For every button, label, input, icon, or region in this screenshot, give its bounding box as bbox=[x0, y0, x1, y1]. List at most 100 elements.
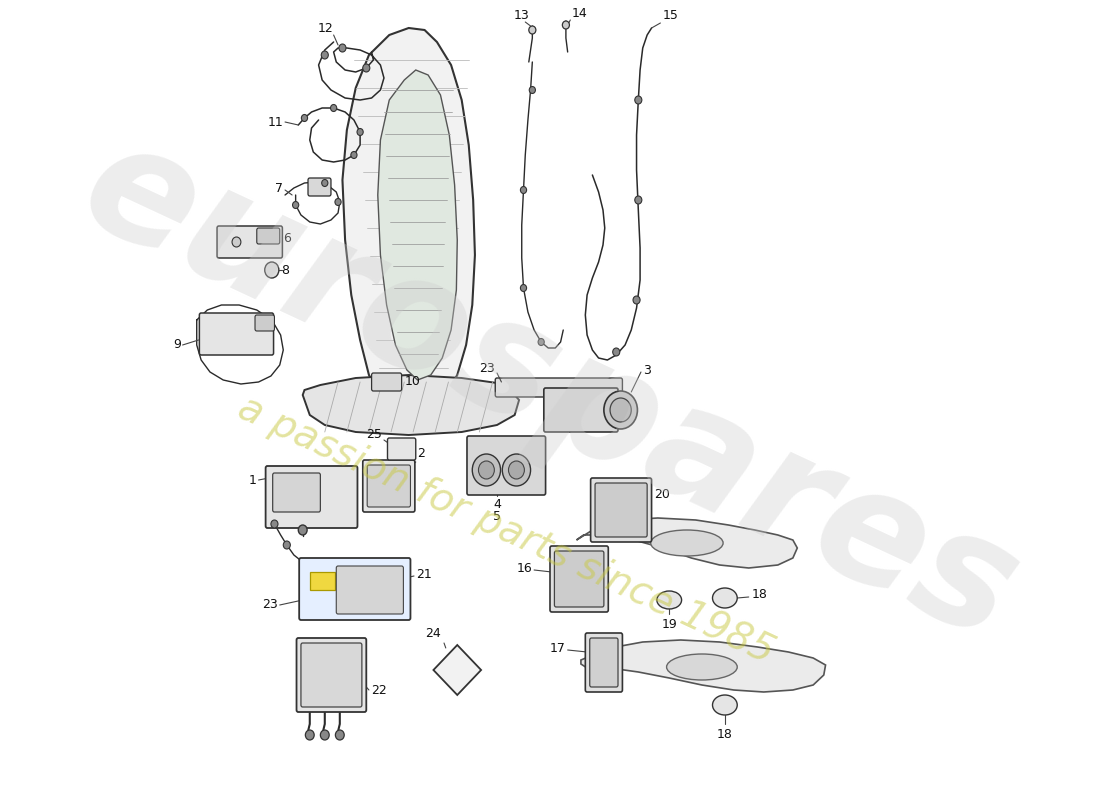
FancyBboxPatch shape bbox=[273, 473, 320, 512]
Text: 12: 12 bbox=[318, 22, 333, 35]
Ellipse shape bbox=[508, 461, 525, 479]
Text: 10: 10 bbox=[405, 375, 420, 388]
FancyBboxPatch shape bbox=[543, 388, 618, 432]
FancyBboxPatch shape bbox=[554, 551, 604, 607]
Circle shape bbox=[529, 86, 536, 94]
Circle shape bbox=[336, 730, 344, 740]
Circle shape bbox=[232, 237, 241, 247]
FancyBboxPatch shape bbox=[265, 466, 358, 528]
Text: 23: 23 bbox=[262, 598, 278, 611]
FancyBboxPatch shape bbox=[595, 483, 647, 537]
Circle shape bbox=[334, 198, 341, 206]
Text: 2: 2 bbox=[418, 447, 426, 460]
Text: 8: 8 bbox=[282, 263, 289, 277]
FancyBboxPatch shape bbox=[363, 460, 415, 512]
FancyBboxPatch shape bbox=[301, 643, 362, 707]
Circle shape bbox=[520, 285, 527, 291]
Ellipse shape bbox=[604, 391, 637, 429]
Polygon shape bbox=[342, 28, 475, 408]
Ellipse shape bbox=[503, 454, 530, 486]
Circle shape bbox=[562, 21, 570, 29]
FancyBboxPatch shape bbox=[255, 315, 274, 331]
Text: 14: 14 bbox=[572, 7, 587, 20]
Circle shape bbox=[339, 44, 346, 52]
Circle shape bbox=[613, 348, 619, 356]
Polygon shape bbox=[576, 518, 798, 568]
FancyBboxPatch shape bbox=[217, 226, 283, 258]
Text: 21: 21 bbox=[416, 569, 431, 582]
Ellipse shape bbox=[667, 654, 737, 680]
Text: 9: 9 bbox=[173, 338, 180, 351]
Text: 19: 19 bbox=[661, 618, 678, 631]
Text: 17: 17 bbox=[550, 642, 565, 654]
Text: 23: 23 bbox=[480, 362, 495, 374]
Circle shape bbox=[635, 96, 642, 104]
FancyBboxPatch shape bbox=[367, 465, 410, 507]
Circle shape bbox=[529, 26, 536, 34]
Ellipse shape bbox=[713, 588, 737, 608]
Text: 5: 5 bbox=[493, 510, 500, 523]
Circle shape bbox=[358, 129, 363, 135]
Circle shape bbox=[284, 541, 290, 549]
Circle shape bbox=[271, 520, 278, 528]
Circle shape bbox=[632, 296, 640, 304]
Polygon shape bbox=[377, 70, 458, 380]
Circle shape bbox=[321, 51, 328, 59]
FancyBboxPatch shape bbox=[585, 633, 623, 692]
FancyBboxPatch shape bbox=[387, 438, 416, 460]
Text: 3: 3 bbox=[642, 363, 650, 377]
Ellipse shape bbox=[657, 591, 682, 609]
Circle shape bbox=[330, 105, 337, 111]
Bar bbox=[310, 572, 334, 590]
Polygon shape bbox=[433, 645, 481, 695]
Text: 25: 25 bbox=[366, 429, 382, 442]
Circle shape bbox=[321, 179, 328, 186]
Circle shape bbox=[298, 525, 307, 535]
Circle shape bbox=[293, 202, 299, 209]
Text: 18: 18 bbox=[751, 589, 767, 602]
Text: a passion for parts since 1985: a passion for parts since 1985 bbox=[232, 389, 780, 671]
Text: 15: 15 bbox=[663, 9, 679, 22]
FancyBboxPatch shape bbox=[591, 478, 651, 542]
Circle shape bbox=[351, 151, 358, 158]
FancyBboxPatch shape bbox=[299, 558, 410, 620]
Text: 13: 13 bbox=[514, 9, 529, 22]
Circle shape bbox=[520, 186, 527, 194]
Circle shape bbox=[306, 730, 315, 740]
Text: 4: 4 bbox=[493, 498, 500, 511]
Text: 7: 7 bbox=[275, 182, 284, 194]
Text: 11: 11 bbox=[267, 115, 284, 129]
Text: 20: 20 bbox=[654, 489, 670, 502]
Circle shape bbox=[363, 64, 370, 72]
Circle shape bbox=[635, 196, 642, 204]
Circle shape bbox=[538, 338, 544, 346]
Polygon shape bbox=[581, 640, 826, 692]
FancyBboxPatch shape bbox=[590, 638, 618, 687]
Ellipse shape bbox=[478, 461, 494, 479]
Ellipse shape bbox=[472, 454, 500, 486]
FancyBboxPatch shape bbox=[495, 378, 623, 397]
Text: 24: 24 bbox=[426, 627, 441, 640]
Polygon shape bbox=[302, 375, 519, 435]
Circle shape bbox=[301, 114, 308, 122]
FancyBboxPatch shape bbox=[337, 566, 404, 614]
Circle shape bbox=[265, 262, 279, 278]
FancyBboxPatch shape bbox=[199, 313, 274, 355]
FancyBboxPatch shape bbox=[550, 546, 608, 612]
Text: 22: 22 bbox=[372, 683, 387, 697]
Text: 6: 6 bbox=[284, 231, 292, 245]
Ellipse shape bbox=[651, 530, 723, 556]
Text: SET: SET bbox=[446, 665, 469, 675]
FancyBboxPatch shape bbox=[308, 178, 331, 196]
Circle shape bbox=[320, 730, 329, 740]
Text: eurospares: eurospares bbox=[59, 106, 1041, 674]
FancyBboxPatch shape bbox=[256, 228, 279, 244]
FancyBboxPatch shape bbox=[468, 436, 546, 495]
Text: 1: 1 bbox=[249, 474, 256, 486]
Ellipse shape bbox=[713, 695, 737, 715]
FancyBboxPatch shape bbox=[297, 638, 366, 712]
FancyBboxPatch shape bbox=[372, 373, 402, 391]
Text: 16: 16 bbox=[517, 562, 532, 574]
Ellipse shape bbox=[610, 398, 631, 422]
Text: 18: 18 bbox=[717, 728, 733, 741]
